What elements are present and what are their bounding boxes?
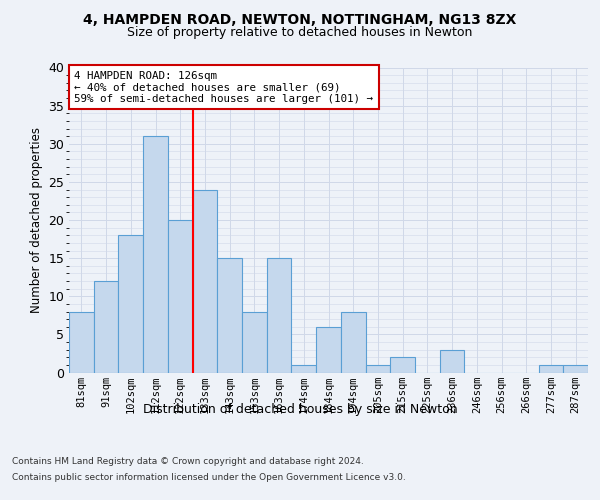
- Bar: [267, 258, 292, 372]
- Text: Contains public sector information licensed under the Open Government Licence v3: Contains public sector information licen…: [12, 472, 406, 482]
- Bar: [440, 350, 464, 372]
- Bar: [69, 312, 94, 372]
- Text: 4 HAMPDEN ROAD: 126sqm
← 40% of detached houses are smaller (69)
59% of semi-det: 4 HAMPDEN ROAD: 126sqm ← 40% of detached…: [74, 70, 373, 104]
- Text: Size of property relative to detached houses in Newton: Size of property relative to detached ho…: [127, 26, 473, 39]
- Y-axis label: Number of detached properties: Number of detached properties: [30, 127, 43, 313]
- Bar: [365, 365, 390, 372]
- Bar: [292, 365, 316, 372]
- Bar: [316, 327, 341, 372]
- Text: Contains HM Land Registry data © Crown copyright and database right 2024.: Contains HM Land Registry data © Crown c…: [12, 458, 364, 466]
- Bar: [118, 236, 143, 372]
- Bar: [143, 136, 168, 372]
- Text: Distribution of detached houses by size in Newton: Distribution of detached houses by size …: [143, 402, 457, 415]
- Bar: [193, 190, 217, 372]
- Bar: [94, 281, 118, 372]
- Bar: [168, 220, 193, 372]
- Bar: [539, 365, 563, 372]
- Bar: [341, 312, 365, 372]
- Bar: [217, 258, 242, 372]
- Bar: [242, 312, 267, 372]
- Text: 4, HAMPDEN ROAD, NEWTON, NOTTINGHAM, NG13 8ZX: 4, HAMPDEN ROAD, NEWTON, NOTTINGHAM, NG1…: [83, 12, 517, 26]
- Bar: [390, 357, 415, 372]
- Bar: [563, 365, 588, 372]
